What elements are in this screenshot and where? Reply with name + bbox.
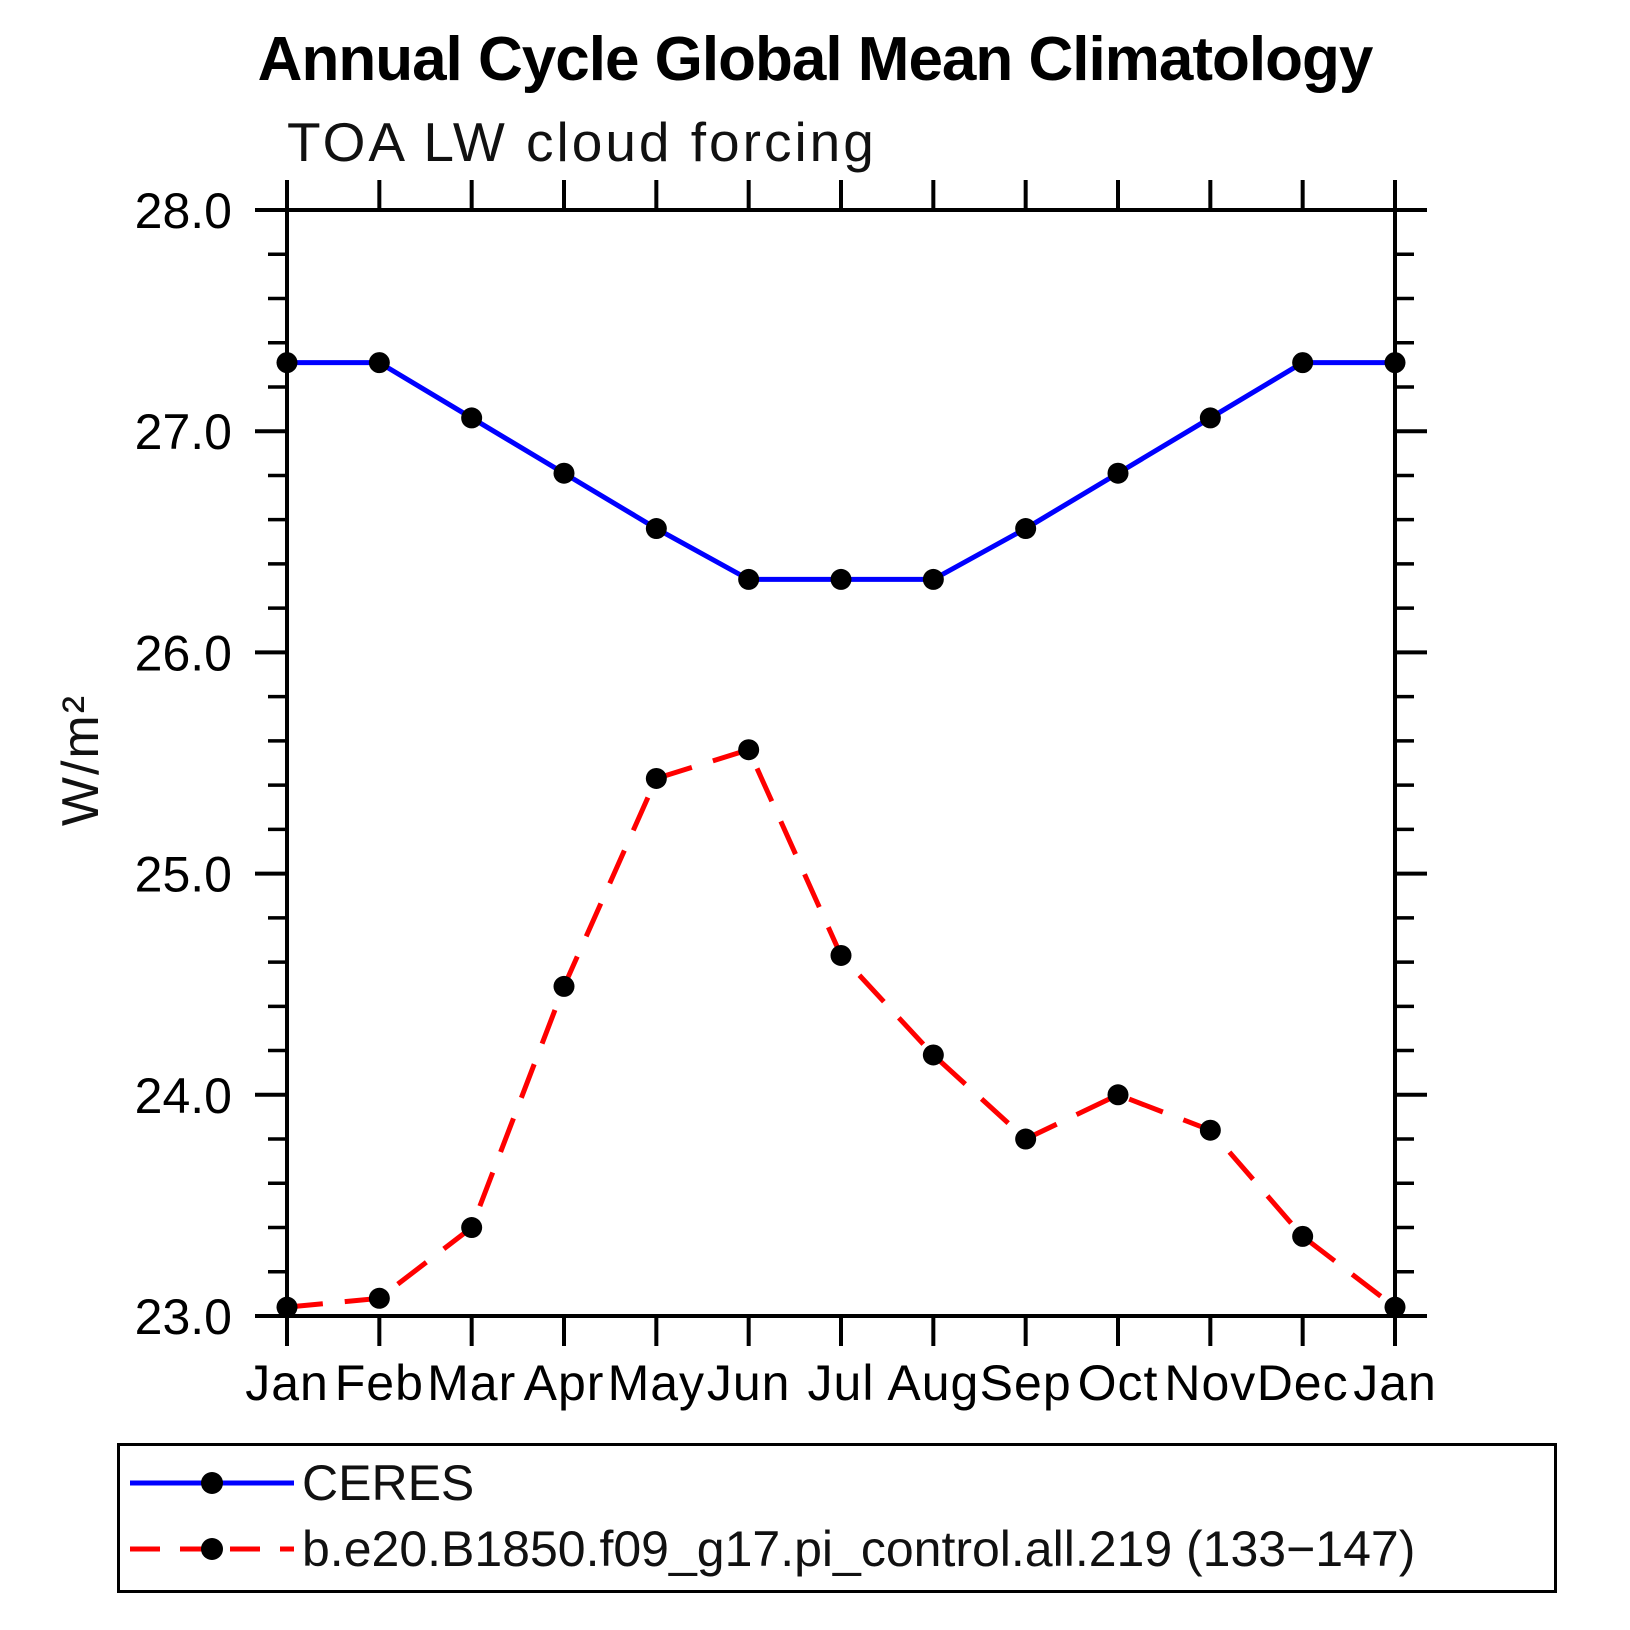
data-point-marker — [368, 352, 390, 374]
data-point-marker — [645, 518, 667, 540]
data-point-marker — [922, 1044, 944, 1066]
legend-swatch-model — [130, 1538, 294, 1560]
y-tick-label: 23.0 — [135, 1289, 232, 1345]
data-point-marker — [553, 462, 575, 484]
x-tick-label: Nov — [1164, 1355, 1256, 1411]
data-point-marker — [276, 352, 298, 374]
x-tick-label: Jan — [245, 1355, 329, 1411]
x-tick-label: May — [608, 1355, 705, 1411]
legend-marker-dot-icon — [201, 1472, 223, 1494]
legend-label-model: b.e20.B1850.f09_g17.pi_control.all.219 (… — [302, 1521, 1416, 1577]
data-point-marker — [738, 568, 760, 590]
data-point-marker — [1107, 1084, 1129, 1106]
y-tick-label: 25.0 — [135, 847, 232, 903]
y-tick-label: 26.0 — [135, 625, 232, 681]
data-point-marker — [830, 944, 852, 966]
data-point-marker — [1292, 1225, 1314, 1247]
data-point-marker — [276, 1296, 298, 1318]
chart-title: Annual Cycle Global Mean Climatology — [257, 25, 1374, 94]
legend-swatch-ceres — [130, 1472, 294, 1494]
data-point-marker — [645, 767, 667, 789]
x-tick-label: Feb — [335, 1355, 424, 1411]
y-tick-label: 24.0 — [135, 1068, 232, 1124]
series-line-ceres — [287, 360, 1395, 582]
x-tick-label: Mar — [427, 1355, 516, 1411]
legend-row-ceres: CERES — [128, 1455, 475, 1511]
data-point-marker — [1384, 352, 1406, 374]
data-point-marker — [1384, 1296, 1406, 1318]
series-line-model — [286, 746, 1397, 1310]
data-point-marker — [738, 739, 760, 761]
data-point-marker — [1292, 352, 1314, 374]
y-tick-label: 27.0 — [135, 404, 232, 460]
y-tick-label: 28.0 — [135, 183, 232, 239]
legend-row-model: b.e20.B1850.f09_g17.pi_control.all.219 (… — [128, 1521, 1416, 1577]
data-point-marker — [1199, 407, 1221, 429]
x-tick-label: Oct — [1078, 1355, 1159, 1411]
data-point-marker — [1015, 518, 1037, 540]
x-tick-label: Apr — [524, 1355, 605, 1411]
plot-frame — [285, 208, 1397, 1318]
chart-subtitle: TOA LW cloud forcing — [287, 111, 877, 173]
x-tick-label: Dec — [1257, 1355, 1349, 1411]
data-point-marker — [1107, 462, 1129, 484]
data-point-marker — [1199, 1119, 1221, 1141]
data-point-marker — [368, 1287, 390, 1309]
data-point-marker — [461, 407, 483, 429]
data-point-marker — [830, 568, 852, 590]
x-tick-label: Aug — [887, 1355, 979, 1411]
legend: CERES b.e20.B1850.f09_g17.pi_control.all… — [117, 1443, 1557, 1593]
x-tick-label: Jan — [1353, 1355, 1437, 1411]
data-point-marker — [461, 1217, 483, 1239]
data-point-marker — [553, 975, 575, 997]
x-tick-label: Jul — [808, 1355, 875, 1411]
legend-label-ceres: CERES — [302, 1455, 475, 1511]
x-tick-label: Sep — [980, 1355, 1072, 1411]
x-tick-label: Jun — [707, 1355, 791, 1411]
data-point-marker — [922, 568, 944, 590]
data-point-marker — [1015, 1128, 1037, 1150]
legend-marker-dot-icon — [201, 1538, 223, 1560]
